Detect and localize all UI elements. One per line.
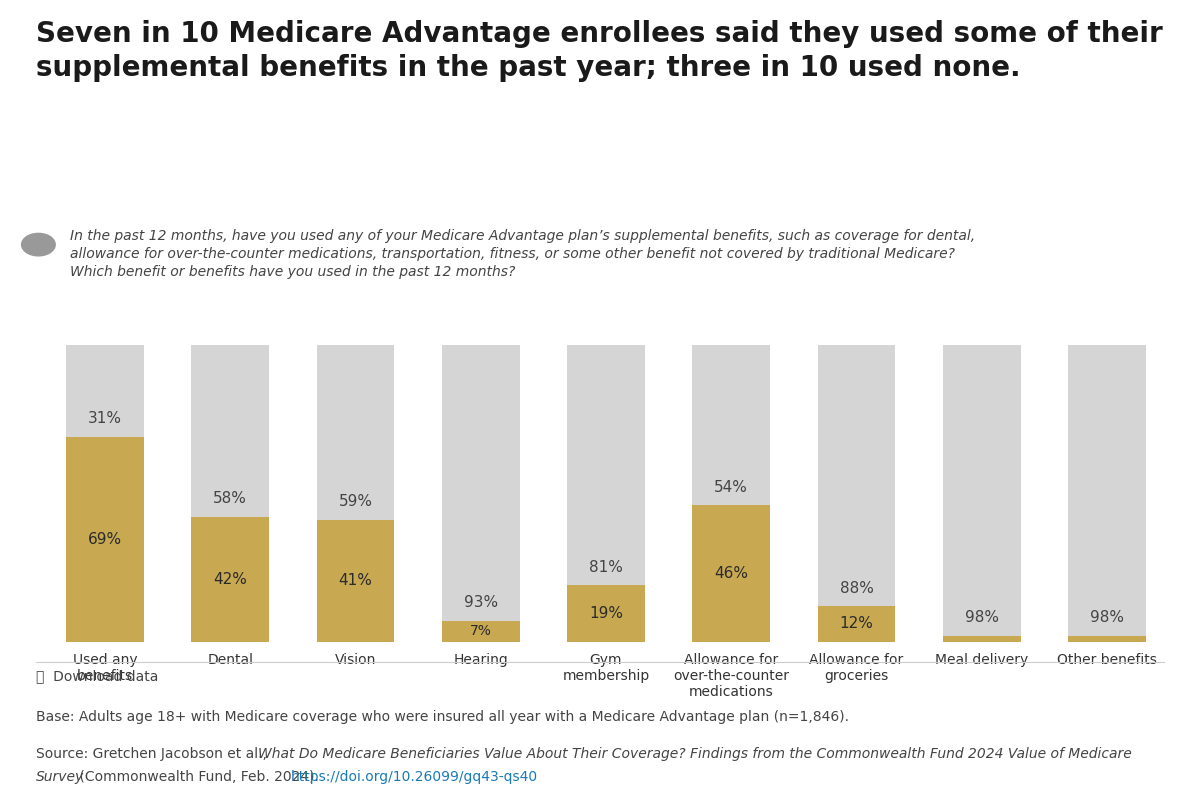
Bar: [66, 345, 144, 642]
Text: 46%: 46%: [714, 565, 749, 581]
Text: 12%: 12%: [840, 616, 874, 631]
Text: 81%: 81%: [589, 560, 623, 575]
Text: Source: Gretchen Jacobson et al.,: Source: Gretchen Jacobson et al.,: [36, 747, 271, 761]
Text: 93%: 93%: [463, 595, 498, 610]
Bar: [817, 345, 895, 642]
Text: 88%: 88%: [840, 581, 874, 596]
Text: 31%: 31%: [88, 411, 122, 426]
Bar: [317, 520, 395, 642]
Text: 42%: 42%: [214, 572, 247, 587]
Bar: [692, 345, 770, 642]
Text: https://doi.org/10.26099/gq43-qs40: https://doi.org/10.26099/gq43-qs40: [292, 770, 538, 784]
Text: 98%: 98%: [1090, 610, 1124, 626]
Bar: [191, 516, 269, 642]
Bar: [1068, 636, 1146, 642]
Text: 7%: 7%: [469, 624, 492, 638]
Text: 58%: 58%: [214, 492, 247, 506]
Bar: [568, 585, 644, 642]
Bar: [442, 345, 520, 642]
Bar: [66, 436, 144, 642]
Bar: [692, 505, 770, 642]
Text: 98%: 98%: [965, 610, 998, 626]
Bar: [568, 345, 644, 642]
Text: 54%: 54%: [714, 480, 749, 495]
Text: (Commonwealth Fund, Feb. 2024).: (Commonwealth Fund, Feb. 2024).: [76, 770, 324, 784]
Text: 41%: 41%: [338, 573, 372, 588]
Bar: [1068, 345, 1146, 642]
Bar: [317, 345, 395, 642]
Text: Survey: Survey: [36, 770, 84, 784]
Text: What Do Medicare Beneficiaries Value About Their Coverage? Findings from the Com: What Do Medicare Beneficiaries Value Abo…: [258, 747, 1132, 761]
Bar: [817, 606, 895, 642]
Text: 69%: 69%: [88, 532, 122, 547]
Text: ⤓  Download data: ⤓ Download data: [36, 670, 158, 683]
Bar: [943, 636, 1021, 642]
Text: 59%: 59%: [338, 494, 372, 509]
Bar: [943, 345, 1021, 642]
Text: In the past 12 months, have you used any of your Medicare Advantage plan’s suppl: In the past 12 months, have you used any…: [70, 229, 974, 279]
Bar: [442, 621, 520, 642]
Bar: [191, 345, 269, 642]
Text: Base: Adults age 18+ with Medicare coverage who were insured all year with a Med: Base: Adults age 18+ with Medicare cover…: [36, 710, 850, 723]
Text: ?: ?: [35, 238, 42, 251]
Text: Seven in 10 Medicare Advantage enrollees said they used some of their
supplement: Seven in 10 Medicare Advantage enrollees…: [36, 20, 1163, 82]
Text: 19%: 19%: [589, 606, 623, 621]
